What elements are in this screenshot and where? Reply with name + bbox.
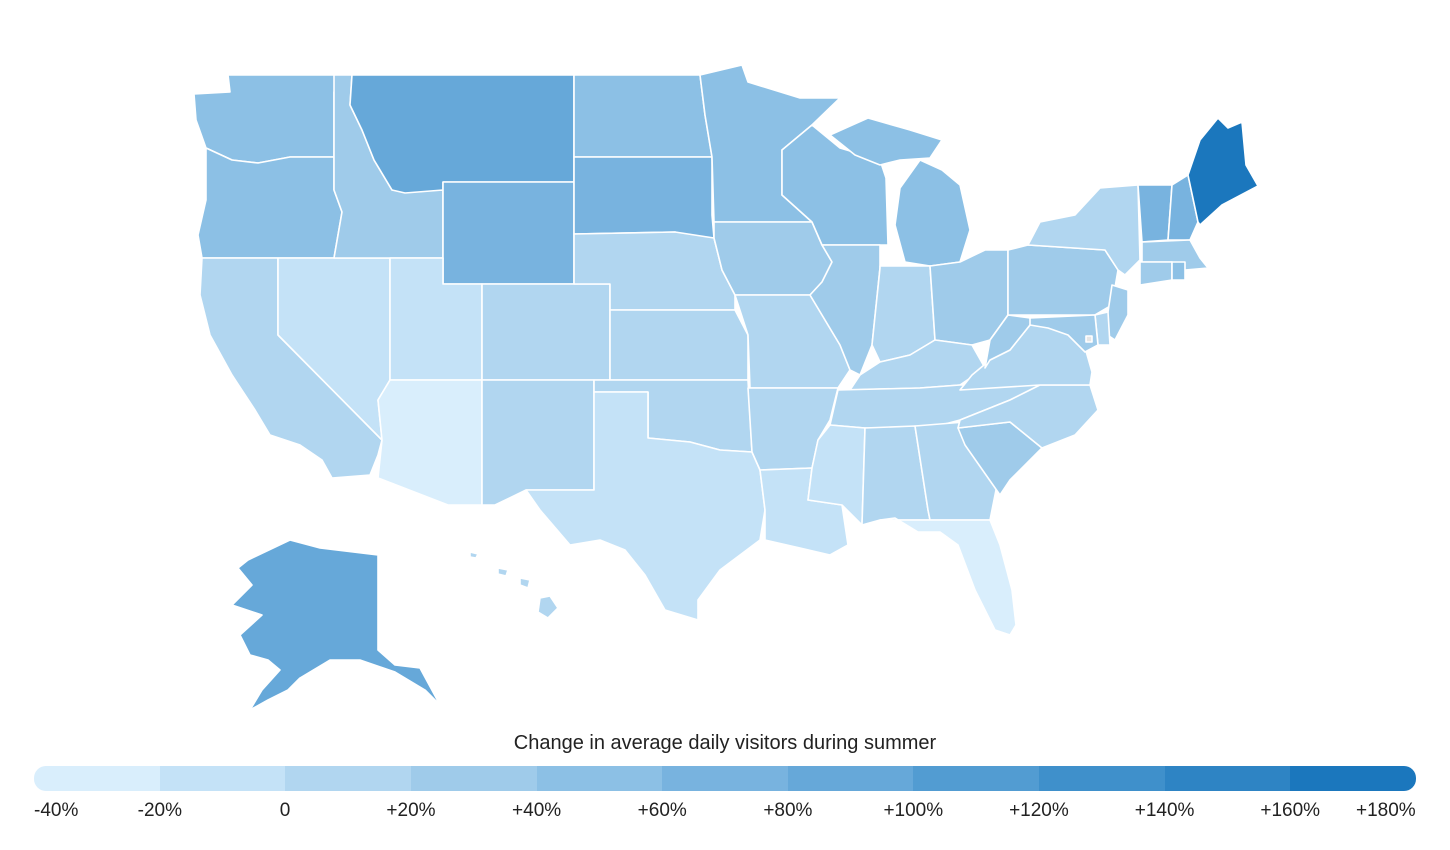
- state-oregon: [197, 147, 343, 259]
- legend-tick-label: -20%: [137, 800, 182, 821]
- legend-swatch: [285, 766, 411, 791]
- legend-swatch: [410, 766, 537, 791]
- state-south-dakota: [573, 156, 715, 239]
- state-arizona: [377, 379, 483, 506]
- state-rhode-island: [1171, 261, 1186, 281]
- legend-title: Change in average daily visitors during …: [513, 732, 937, 754]
- state-montana: [349, 74, 575, 194]
- legend-tick-label: +180%: [1356, 800, 1416, 821]
- state-hawaii: [469, 551, 559, 619]
- legend-tick-label: +140%: [1134, 800, 1195, 821]
- state-new-york: [1027, 184, 1141, 276]
- state-iowa: [713, 221, 833, 296]
- legend-color-scale: [34, 766, 1416, 791]
- state-michigan: [829, 117, 971, 267]
- legend-swatch: [913, 766, 1040, 791]
- state-district-of-columbia: [1085, 335, 1093, 343]
- state-colorado: [481, 283, 611, 381]
- state-north-dakota: [573, 74, 713, 158]
- legend-tick-label: +40%: [512, 800, 562, 821]
- legend-tick-label: +80%: [763, 800, 813, 821]
- legend-swatch: [662, 766, 788, 791]
- legend-tick-label: +120%: [1009, 800, 1069, 821]
- legend-swatch: [536, 766, 663, 791]
- legend-tick-label: +20%: [386, 800, 436, 821]
- state-connecticut: [1139, 261, 1173, 286]
- state-wyoming: [442, 181, 575, 285]
- legend-swatch: [787, 766, 914, 791]
- legend-tick-label: +60%: [637, 800, 687, 821]
- state-new-hampshire: [1167, 174, 1199, 241]
- state-vermont: [1137, 184, 1173, 243]
- legend-tick-label: 0: [279, 800, 291, 821]
- legend-swatch: [1164, 766, 1291, 791]
- legend-swatch: [1039, 766, 1165, 791]
- state-texas: [525, 391, 766, 621]
- state-alaska: [231, 539, 441, 711]
- state-new-mexico: [481, 379, 595, 506]
- state-maryland: [1029, 314, 1099, 353]
- legend-tick-labels: -40% -20% 0 +20% +40% +60% +80% +100% +120% +140%…: [34, 800, 1416, 824]
- state-kansas: [609, 309, 749, 381]
- legend-tick-label: -40%: [34, 800, 79, 821]
- legend-swatch: [1290, 766, 1416, 791]
- state-pennsylvania: [1007, 244, 1119, 316]
- state-florida: [879, 517, 1017, 636]
- legend-tick-label: +160%: [1260, 800, 1321, 821]
- state-maine: [1187, 117, 1259, 226]
- us-states-map: [193, 64, 1259, 711]
- legend-swatch: [159, 766, 286, 791]
- legend-tick-label: +100%: [883, 800, 944, 821]
- state-nebraska: [573, 231, 736, 311]
- state-illinois: [809, 244, 881, 376]
- state-north-carolina: [957, 384, 1099, 449]
- legend-swatch: [34, 766, 160, 791]
